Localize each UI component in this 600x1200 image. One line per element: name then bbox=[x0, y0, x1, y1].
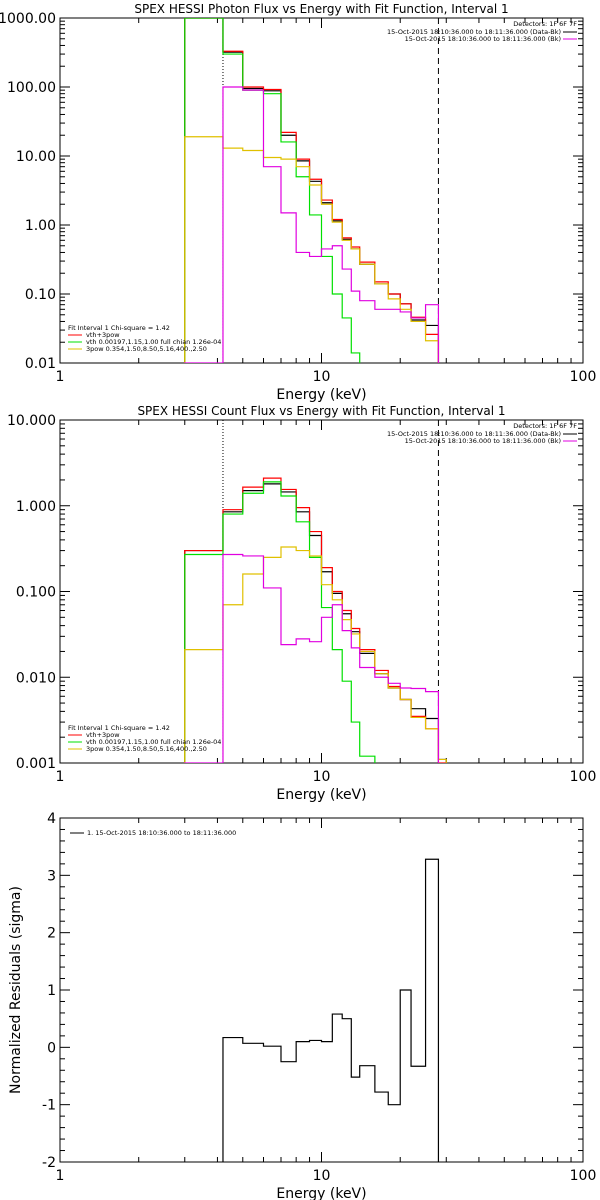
y-tick-label: 0.10 bbox=[25, 287, 56, 303]
y-tick-label: -2 bbox=[42, 1155, 56, 1171]
legend-entry: vth 0.00197,1.15,1.00 full chian 1.26e-0… bbox=[86, 338, 221, 346]
y-tick-label: 3 bbox=[47, 868, 56, 884]
legend-title: Fit Interval 1 Chi-square = 1.42 bbox=[68, 724, 170, 732]
x-tick-label: 100 bbox=[570, 1168, 597, 1184]
time-interval-label: 15-Oct-2015 18:10:36.000 to 18:11:36.000… bbox=[387, 28, 561, 36]
series-residuals bbox=[222, 858, 440, 1162]
detectors-label: Detectors: 1F 6F 7F bbox=[513, 20, 577, 28]
y-tick-label: 0.01 bbox=[25, 356, 56, 372]
legend-entry: vth+3pow bbox=[86, 731, 120, 739]
y-tick-label: 4 bbox=[47, 811, 56, 827]
series-vth-3pow bbox=[184, 18, 440, 363]
x-tick-label: 10 bbox=[313, 1168, 331, 1184]
x-tick-label: 1 bbox=[56, 769, 65, 785]
time-interval-label: 15-Oct-2015 18:10:36.000 to 18:11:36.000… bbox=[405, 35, 561, 43]
series-bk bbox=[184, 553, 440, 763]
y-tick-label: 2 bbox=[47, 926, 56, 942]
y-tick-label: 1.000 bbox=[16, 499, 56, 515]
time-interval-label: 15-Oct-2015 18:10:36.000 to 18:11:36.000… bbox=[405, 437, 561, 445]
y-tick-label: -1 bbox=[42, 1098, 56, 1114]
legend-entry: 1. 15-Oct-2015 18:10:36.000 to 18:11:36.… bbox=[87, 829, 236, 837]
x-tick-label: 10 bbox=[313, 369, 331, 385]
y-tick-label: 100.00 bbox=[7, 80, 56, 96]
legend-entry: 3pow 0.354,1.50,8.50,5.16,400.,2.50 bbox=[86, 745, 207, 753]
y-tick-label: 1.00 bbox=[25, 218, 56, 234]
series-data-bk bbox=[184, 483, 447, 763]
y-tick-label: 10.000 bbox=[7, 413, 56, 429]
x-tick-label: 10 bbox=[313, 769, 331, 785]
x-axis-label: Energy (keV) bbox=[276, 1186, 366, 1200]
legend-title: Fit Interval 1 Chi-square = 1.42 bbox=[68, 324, 170, 332]
legend-entry: vth 0.00197,1.15,1.00 full chian 1.26e-0… bbox=[86, 738, 221, 746]
time-interval-label: 15-Oct-2015 18:10:36.000 to 18:11:36.000… bbox=[387, 430, 561, 438]
y-tick-label: 0 bbox=[47, 1040, 56, 1056]
legend-entry: 3pow 0.354,1.50,8.50,5.16,400.,2.50 bbox=[86, 345, 207, 353]
data-series bbox=[222, 858, 440, 1162]
y-tick-label: 0.010 bbox=[16, 670, 56, 686]
series-3pow bbox=[184, 136, 440, 363]
x-axis-label: Energy (keV) bbox=[276, 387, 366, 403]
y-tick-label: 0.001 bbox=[16, 756, 56, 772]
chart-title: SPEX HESSI Count Flux vs Energy with Fit… bbox=[137, 404, 505, 418]
legend-entry: vth+3pow bbox=[86, 331, 120, 339]
series-bk bbox=[184, 86, 440, 363]
x-tick-label: 1 bbox=[56, 369, 65, 385]
plot-frame bbox=[59, 817, 584, 1163]
x-tick-label: 100 bbox=[570, 369, 597, 385]
y-tick-label: 0.100 bbox=[16, 585, 56, 601]
x-axis-label: Energy (keV) bbox=[276, 787, 366, 803]
chart-1: SPEX HESSI Photon Flux vs Energy with Fi… bbox=[0, 2, 597, 403]
chart-title: SPEX HESSI Photon Flux vs Energy with Fi… bbox=[134, 2, 508, 16]
x-tick-label: 1 bbox=[56, 1168, 65, 1184]
chart-2: SPEX HESSI Count Flux vs Energy with Fit… bbox=[7, 404, 597, 803]
data-series bbox=[184, 477, 447, 763]
chart-3: 1 10 100 -2 -1 0 1 2 3 4 Energy (keV) Normalized Re… bbox=[8, 811, 596, 1200]
y-tick-label: 1 bbox=[47, 983, 56, 999]
y-tick-label: 10.00 bbox=[16, 149, 56, 165]
detectors-label: Detectors: 1F 6F 7F bbox=[513, 422, 577, 430]
y-axis-label: Normalized Residuals (sigma) bbox=[8, 886, 24, 1094]
x-tick-label: 100 bbox=[570, 769, 597, 785]
y-tick-label: 1000.00 bbox=[0, 11, 56, 27]
data-series bbox=[184, 18, 440, 363]
